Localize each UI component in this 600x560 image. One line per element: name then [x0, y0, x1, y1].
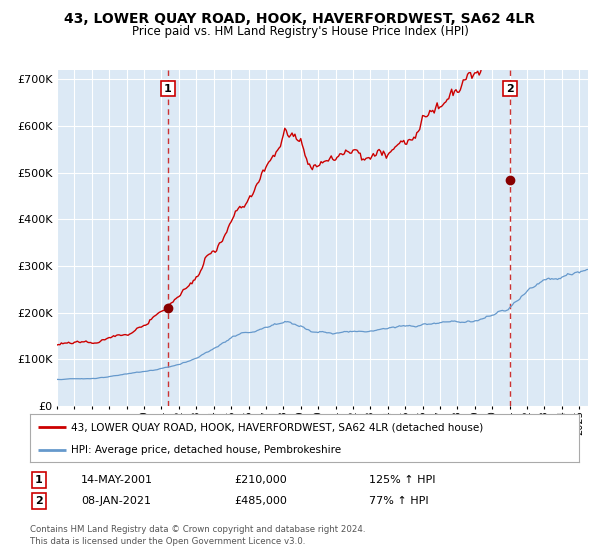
Text: £485,000: £485,000 [234, 496, 287, 506]
Text: 1: 1 [164, 83, 172, 94]
Text: 1: 1 [35, 475, 43, 485]
Text: 2: 2 [506, 83, 514, 94]
Text: 08-JAN-2021: 08-JAN-2021 [81, 496, 151, 506]
Text: 2: 2 [35, 496, 43, 506]
Text: Price paid vs. HM Land Registry's House Price Index (HPI): Price paid vs. HM Land Registry's House … [131, 25, 469, 38]
Text: 43, LOWER QUAY ROAD, HOOK, HAVERFORDWEST, SA62 4LR: 43, LOWER QUAY ROAD, HOOK, HAVERFORDWEST… [65, 12, 536, 26]
Text: 43, LOWER QUAY ROAD, HOOK, HAVERFORDWEST, SA62 4LR (detached house): 43, LOWER QUAY ROAD, HOOK, HAVERFORDWEST… [71, 422, 484, 432]
Text: £210,000: £210,000 [234, 475, 287, 485]
Text: 14-MAY-2001: 14-MAY-2001 [81, 475, 153, 485]
Text: Contains HM Land Registry data © Crown copyright and database right 2024.
This d: Contains HM Land Registry data © Crown c… [30, 525, 365, 546]
Text: 77% ↑ HPI: 77% ↑ HPI [369, 496, 428, 506]
Text: 125% ↑ HPI: 125% ↑ HPI [369, 475, 436, 485]
Text: HPI: Average price, detached house, Pembrokeshire: HPI: Average price, detached house, Pemb… [71, 445, 341, 455]
